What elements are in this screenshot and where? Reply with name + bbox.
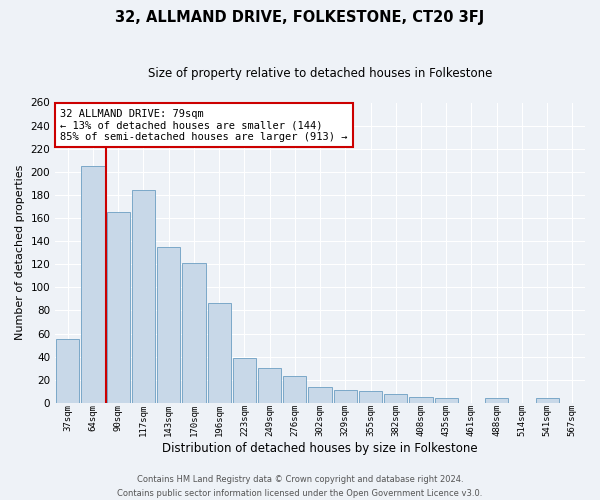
Y-axis label: Number of detached properties: Number of detached properties [15, 165, 25, 340]
Text: 32, ALLMAND DRIVE, FOLKESTONE, CT20 3FJ: 32, ALLMAND DRIVE, FOLKESTONE, CT20 3FJ [115, 10, 485, 25]
Bar [409, 397, 433, 403]
Bar [233, 358, 256, 403]
Bar [334, 390, 357, 403]
Bar [434, 398, 458, 403]
Bar [82, 166, 104, 403]
Bar [56, 340, 79, 403]
Bar [308, 386, 332, 403]
Text: Contains HM Land Registry data © Crown copyright and database right 2024.
Contai: Contains HM Land Registry data © Crown c… [118, 476, 482, 498]
X-axis label: Distribution of detached houses by size in Folkestone: Distribution of detached houses by size … [162, 442, 478, 455]
Bar [283, 376, 307, 403]
Title: Size of property relative to detached houses in Folkestone: Size of property relative to detached ho… [148, 68, 492, 80]
Bar [485, 398, 508, 403]
Bar [132, 190, 155, 403]
Bar [157, 247, 181, 403]
Bar [384, 394, 407, 403]
Bar [359, 392, 382, 403]
Bar [536, 398, 559, 403]
Bar [107, 212, 130, 403]
Text: 32 ALLMAND DRIVE: 79sqm
← 13% of detached houses are smaller (144)
85% of semi-d: 32 ALLMAND DRIVE: 79sqm ← 13% of detache… [61, 108, 348, 142]
Bar [182, 263, 206, 403]
Bar [208, 304, 231, 403]
Bar [258, 368, 281, 403]
